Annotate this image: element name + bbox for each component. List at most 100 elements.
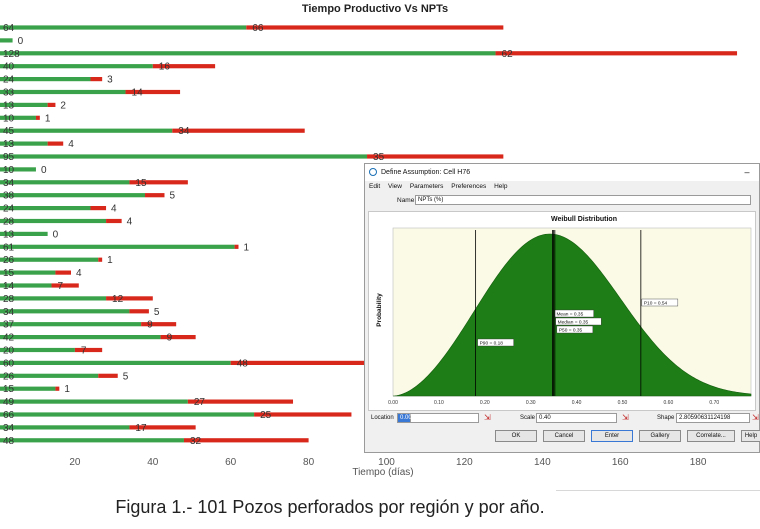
x-tick-label: 40 (147, 457, 159, 468)
x-tick-label: 120 (456, 457, 473, 468)
npt-value-label: 1 (107, 255, 113, 266)
npt-bar (160, 335, 196, 340)
cell-link-icon[interactable]: ⇲ (484, 413, 491, 422)
npt-bar (98, 257, 103, 262)
x-tick-label: 60 (225, 457, 237, 468)
cell-link-icon[interactable]: ⇲ (622, 413, 629, 422)
x-tick-label: 20 (69, 457, 81, 468)
npt-bar (51, 283, 79, 288)
productive-bar (0, 309, 130, 314)
productive-bar (0, 167, 36, 172)
npt-value-label: 9 (167, 333, 173, 344)
npt-value-label: 9 (147, 320, 153, 331)
productive-value-label: 38 (3, 191, 15, 202)
x-axis-label: Tiempo (días) (352, 467, 413, 478)
dialog-buttons: OK Cancel Enter Gallery Correlate... Hel… (365, 430, 760, 444)
menu-view[interactable]: View (388, 183, 402, 190)
productive-value-label: 128 (3, 49, 20, 60)
productive-value-label: 24 (3, 75, 15, 86)
productive-bar (0, 425, 130, 430)
productive-value-label: 24 (3, 204, 15, 215)
menu-parameters[interactable]: Parameters (409, 183, 444, 190)
npt-value-label: 4 (127, 217, 133, 228)
npt-bar (187, 399, 294, 404)
menu-preferences[interactable]: Preferences (451, 183, 487, 190)
dialog-titlebar[interactable]: Define Assumption: Cell H76 – (365, 164, 759, 181)
npt-value-label: 5 (169, 191, 175, 202)
marker-label-box (641, 298, 679, 307)
productive-bar (0, 206, 91, 211)
marker-label-box (556, 325, 594, 334)
plot-x-tick-label: 0.00 (388, 400, 398, 406)
help-button[interactable]: Help (741, 430, 760, 442)
dialog-title: Define Assumption: Cell H76 (381, 169, 471, 176)
marker-label: Mean = 0.35 (556, 311, 583, 317)
enter-button[interactable]: Enter (591, 430, 633, 442)
correlate-button[interactable]: Correlate... (687, 430, 735, 442)
marker-label-box (477, 338, 514, 347)
x-tick-label: 100 (378, 457, 395, 468)
npt-bar (367, 154, 504, 159)
productive-bar (0, 283, 52, 288)
plot-x-tick-label: 0.20 (480, 400, 490, 406)
scale-input[interactable]: 0.40 (536, 413, 617, 423)
menu-help[interactable]: Help (494, 183, 508, 190)
x-tick-label: 140 (534, 457, 551, 468)
gallery-button[interactable]: Gallery (639, 430, 681, 442)
npt-bar (106, 296, 153, 301)
npt-value-label: 25 (260, 410, 272, 421)
npt-bar (230, 360, 418, 365)
cancel-button[interactable]: Cancel (543, 430, 585, 442)
productive-bar (0, 25, 247, 30)
marker-label: P50 = 0.35 (559, 327, 583, 333)
productive-bar (0, 115, 36, 120)
shape-input[interactable]: 2.80590631124198 (676, 413, 750, 423)
productive-value-label: 45 (3, 126, 15, 137)
npt-bar (246, 25, 504, 30)
productive-bar (0, 51, 496, 56)
plot-x-tick-label: 0.50 (618, 400, 628, 406)
location-input[interactable]: 0.00 (397, 413, 412, 423)
productive-value-label: 61 (3, 242, 15, 253)
npt-value-label: 0 (41, 165, 47, 176)
npt-value-label: 1 (243, 242, 249, 253)
npt-value-label: 35 (373, 152, 385, 163)
minimize-icon[interactable]: – (744, 167, 750, 177)
productive-value-label: 15 (3, 268, 15, 279)
npt-value-label: 27 (194, 397, 206, 408)
productive-value-label: 37 (3, 320, 15, 331)
npt-bar (106, 218, 122, 224)
productive-value-label: 60 (3, 358, 15, 369)
location-input-field[interactable] (411, 413, 479, 423)
npt-value-label: 15 (135, 178, 147, 189)
npt-bar (172, 128, 305, 133)
productive-value-label: 26 (3, 255, 15, 266)
productive-bar (0, 335, 161, 340)
name-input[interactable]: NPTs (%) (415, 195, 751, 205)
productive-bar (0, 89, 126, 95)
define-assumption-dialog[interactable]: Define Assumption: Cell H76 – Edit View … (364, 163, 760, 453)
npt-bar (234, 244, 239, 249)
productive-bar (0, 296, 107, 301)
npt-value-label: 32 (190, 436, 202, 447)
npt-bar (55, 386, 60, 391)
productive-value-label: 10 (3, 165, 15, 176)
menu-edit[interactable]: Edit (369, 183, 381, 190)
scale-label: Scale (520, 415, 536, 421)
cell-link-icon[interactable]: ⇲ (752, 413, 759, 422)
productive-value-label: 34 (3, 178, 15, 189)
name-row: Name: NPTs (%) (365, 192, 759, 210)
npt-value-label: 62 (502, 49, 514, 60)
menu-bar: Edit View Parameters Preferences Help (365, 181, 759, 192)
npt-value-label: 4 (68, 139, 74, 150)
ok-button[interactable]: OK (495, 430, 537, 442)
plot-x-tick-label: 0.70 (709, 400, 719, 406)
productive-bar (0, 373, 99, 378)
productive-bar (0, 64, 153, 69)
productive-bar (0, 102, 48, 107)
productive-value-label: 48 (3, 436, 15, 447)
productive-bar (0, 412, 255, 417)
productive-bar (0, 270, 56, 275)
npt-value-label: 7 (81, 346, 87, 357)
chart-title: Tiempo Productivo Vs NPTs (302, 3, 448, 15)
